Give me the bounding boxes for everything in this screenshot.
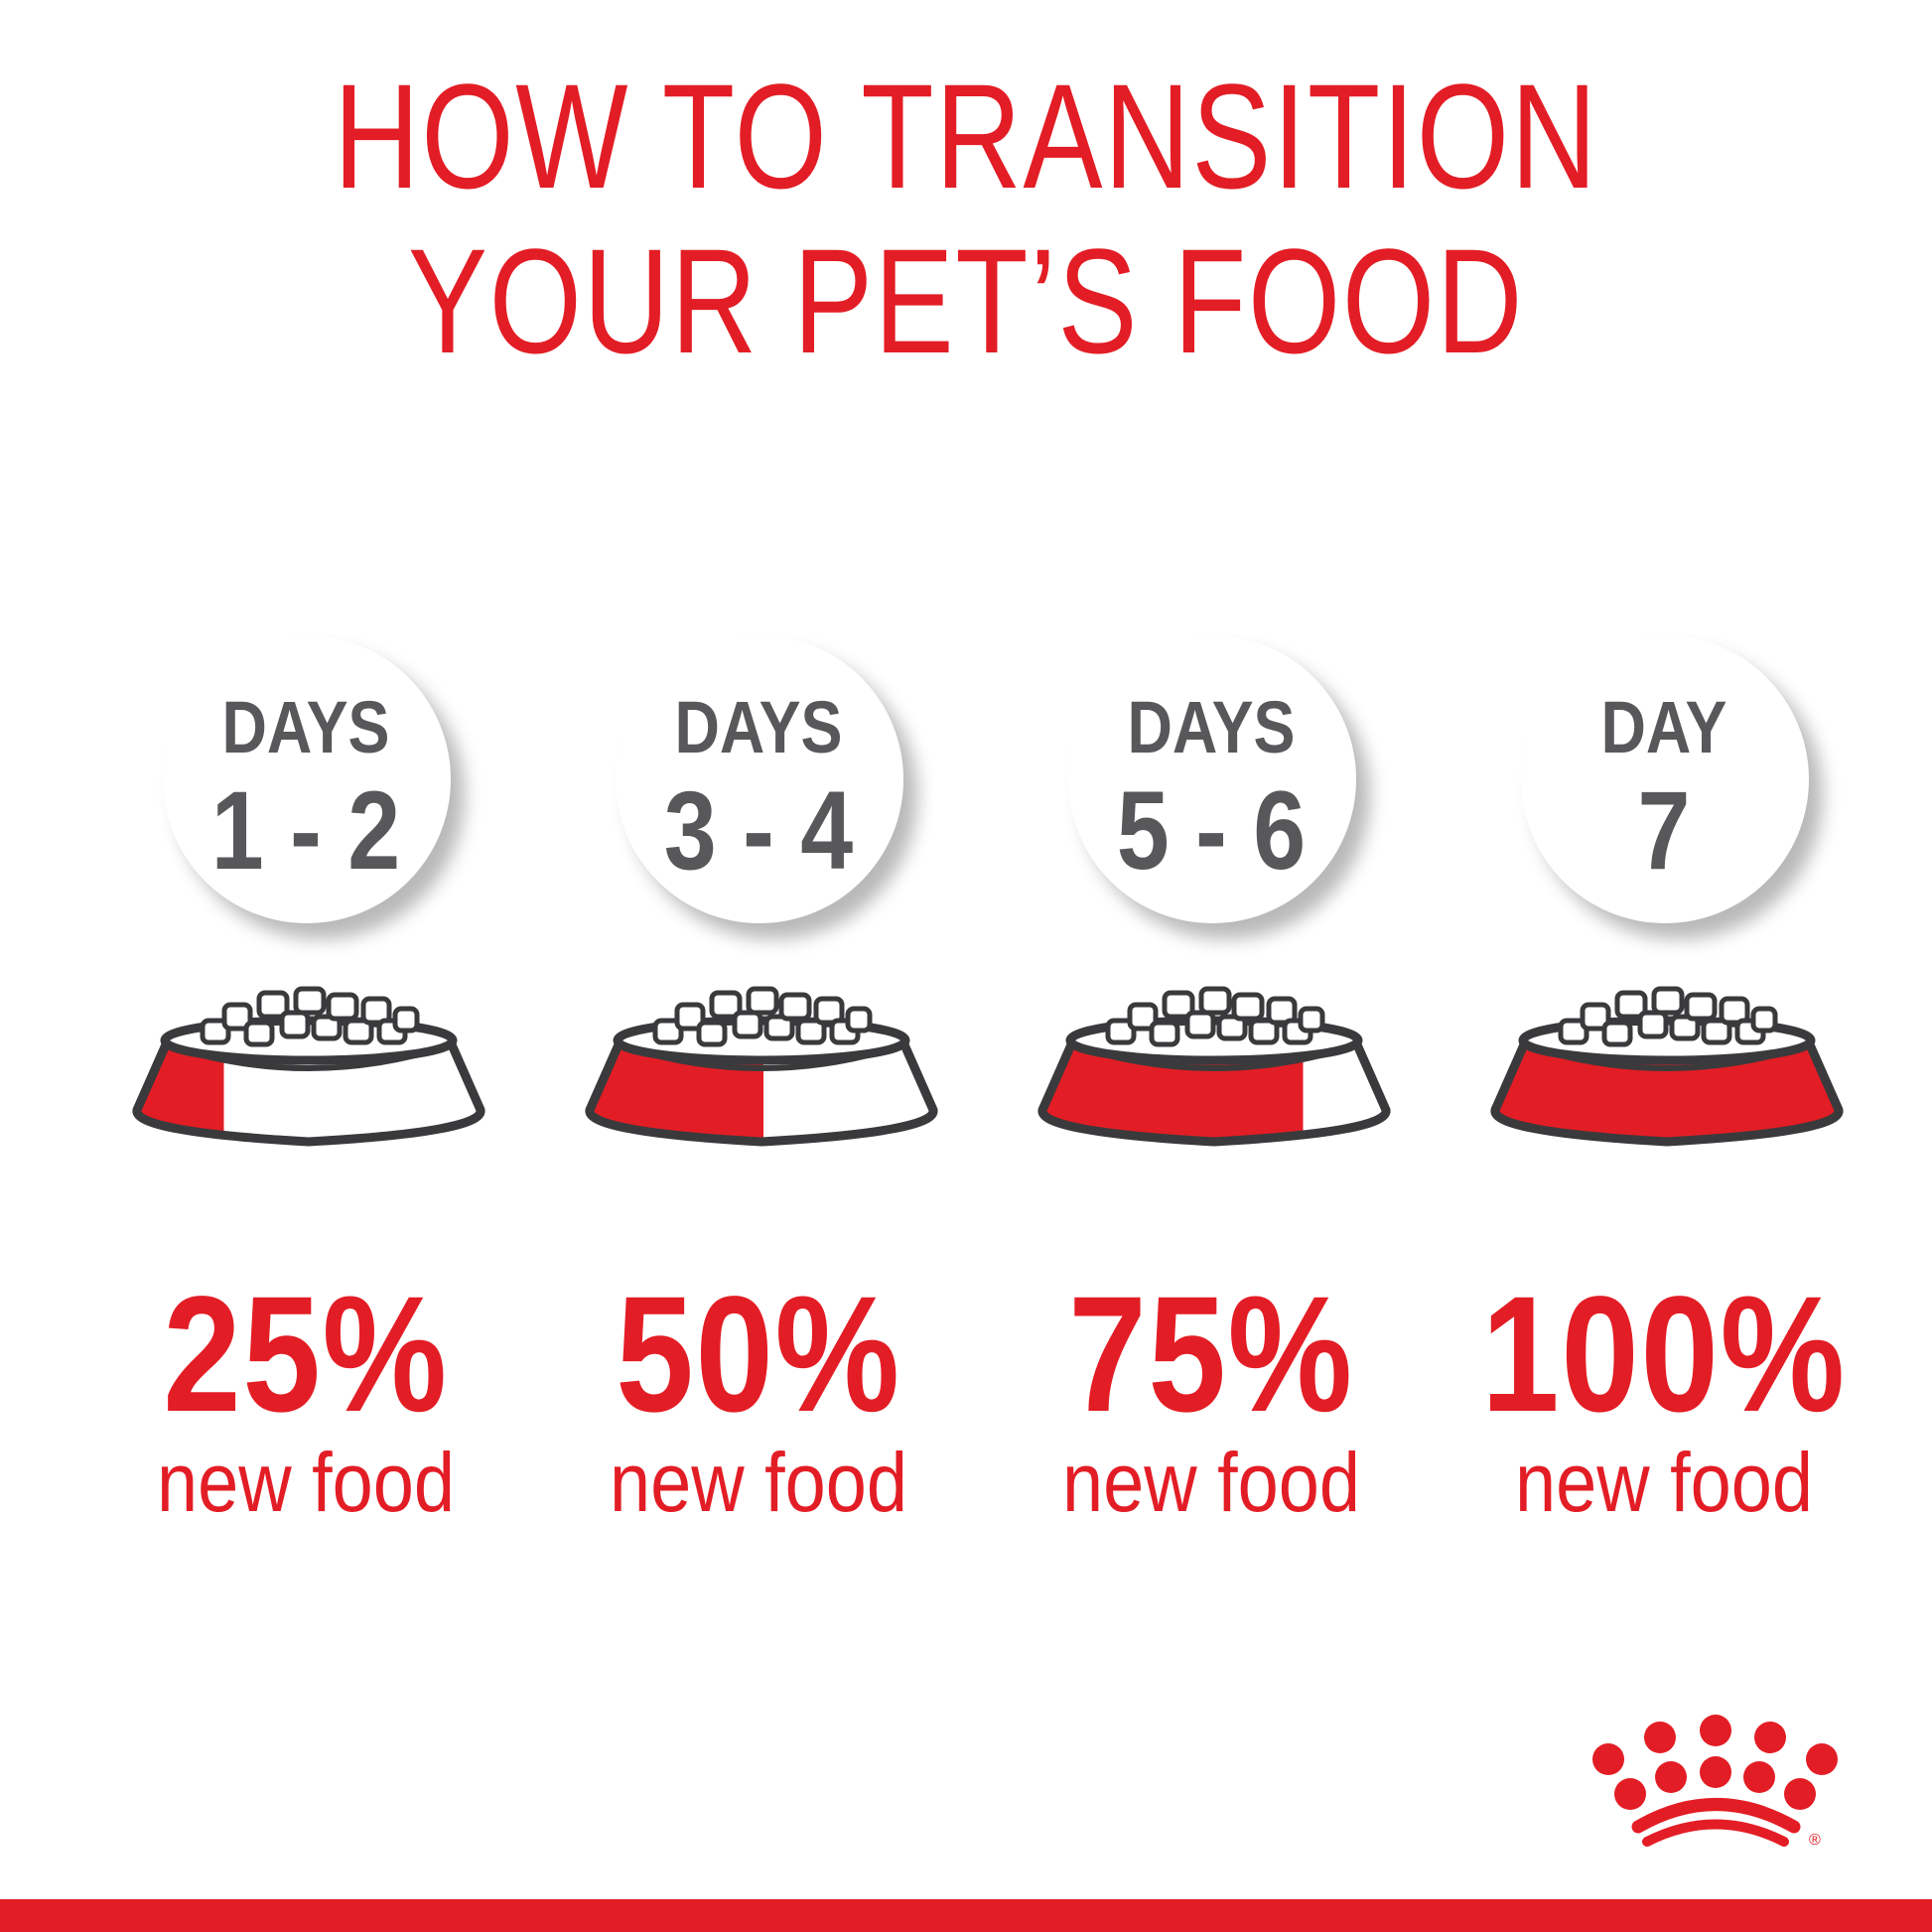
new-food-caption: new food [156, 1436, 455, 1529]
new-food-caption: new food [1514, 1436, 1813, 1529]
day-badge [1521, 635, 1809, 923]
day-badge [163, 635, 451, 923]
step-1: DAYS 1 - 2 25% new food [79, 0, 532, 1588]
registered-mark: ® [1809, 1832, 1821, 1849]
title-line-1: HOW TO TRANSITION [334, 53, 1598, 219]
food-bowl-icon [132, 986, 485, 1147]
days-label: DAYS [221, 686, 390, 768]
food-bowl-icon [1490, 986, 1844, 1147]
days-range: 5 - 6 [1116, 768, 1307, 893]
days-range: 3 - 4 [663, 768, 854, 893]
food-bowl-icon [585, 986, 938, 1147]
days-range: 1 - 2 [210, 768, 401, 893]
kibble [1105, 986, 1325, 1047]
kibble [200, 986, 420, 1047]
crown-dots [1592, 1715, 1838, 1810]
days-range: 7 [1637, 768, 1691, 893]
step-2: DAYS 3 - 4 50% new food [532, 0, 985, 1588]
day-badge [1068, 635, 1356, 923]
bottom-band [0, 1899, 1932, 1932]
percent-label: 50% [616, 1263, 901, 1447]
food-bowl-icon [1037, 986, 1391, 1147]
kibble [1558, 986, 1778, 1047]
day-badge [616, 635, 903, 923]
days-label: DAYS [674, 686, 843, 768]
days-label: DAYS [1127, 686, 1296, 768]
kibble [652, 986, 873, 1047]
title-line-2: YOUR PET’S FOOD [407, 217, 1525, 384]
days-label: DAY [1600, 686, 1727, 768]
new-food-caption: new food [609, 1436, 907, 1529]
percent-label: 75% [1068, 1263, 1354, 1447]
new-food-caption: new food [1061, 1436, 1360, 1529]
percent-label: 100% [1481, 1263, 1847, 1447]
step-3: DAYS 5 - 6 75% new food [985, 0, 1438, 1588]
step-4: DAY 7 100% new food [1438, 0, 1890, 1588]
percent-label: 25% [163, 1263, 449, 1447]
